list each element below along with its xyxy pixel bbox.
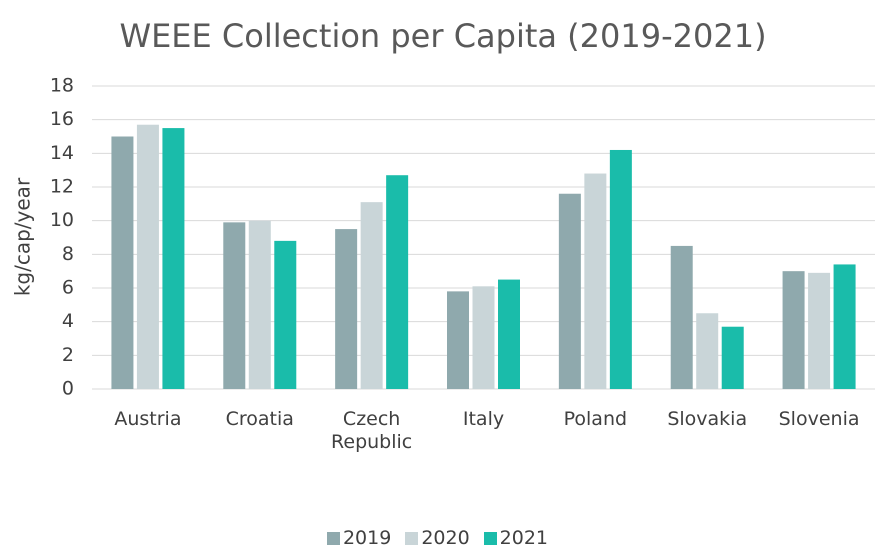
y-tick-label: 14	[50, 142, 74, 164]
x-tick-label: Italy	[462, 408, 505, 430]
bar	[472, 286, 495, 389]
legend-item: 2020	[405, 527, 470, 549]
legend-label: 2020	[421, 527, 470, 549]
x-tick-label: Czech Republic	[331, 408, 413, 453]
y-tick-label: 8	[62, 243, 74, 265]
bar	[558, 193, 581, 389]
y-tick-label: 18	[50, 75, 74, 97]
y-tick-label: 12	[50, 176, 74, 198]
y-tick-label: 0	[62, 378, 74, 400]
legend-item: 2019	[326, 527, 392, 549]
y-tick-label: 2	[62, 344, 74, 366]
bar	[162, 128, 185, 390]
bar	[498, 279, 520, 389]
bar	[782, 271, 805, 389]
legend-swatch	[326, 531, 340, 545]
chart-title: WEEE Collection per Capita (2019-2021)	[119, 17, 766, 55]
bar	[136, 124, 159, 389]
legend-item: 2021	[483, 527, 549, 549]
x-tick-label: Austria	[114, 408, 182, 430]
y-tick-label: 4	[62, 310, 74, 332]
bar	[808, 272, 831, 389]
bar	[360, 202, 383, 389]
y-axis-label: kg/cap/year	[11, 177, 35, 296]
bar	[386, 175, 409, 389]
bar	[223, 222, 246, 389]
legend: 2019 2020 2021	[0, 527, 875, 549]
x-tick-label: Slovakia	[667, 408, 748, 430]
legend-swatch	[405, 531, 419, 545]
bar	[248, 220, 271, 389]
y-tick-label: 16	[50, 108, 74, 130]
x-tick-label: Croatia	[225, 408, 294, 430]
y-tick-label: 6	[62, 277, 74, 299]
bar	[670, 245, 693, 389]
bar	[447, 291, 469, 389]
bar	[696, 313, 719, 389]
bar	[274, 240, 297, 389]
x-tick-label: Slovenia	[778, 408, 860, 430]
x-tick-label: Poland	[563, 408, 628, 430]
legend-label: 2019	[342, 527, 392, 549]
bar	[833, 264, 856, 389]
y-tick-label: 10	[50, 209, 74, 231]
bar	[609, 149, 632, 389]
bar	[721, 326, 744, 389]
bar	[335, 229, 358, 389]
bar	[111, 136, 134, 389]
legend-label: 2021	[499, 527, 549, 549]
bar	[584, 173, 607, 389]
legend-swatch	[483, 531, 497, 545]
